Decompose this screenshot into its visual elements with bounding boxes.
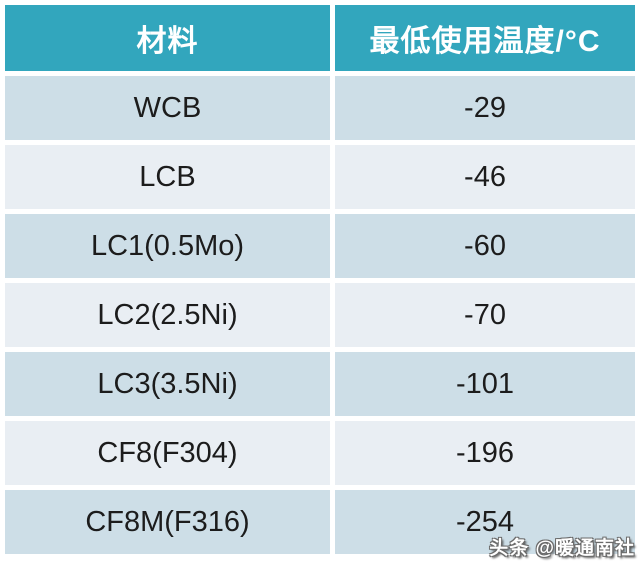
material-cell: LC2(2.5Ni) [5,283,330,347]
watermark: 头条 @暖通南社 [489,538,635,559]
column-header-material: 材料 [5,5,330,71]
material-cell: CF8M(F316) [5,490,330,554]
table-row: LC3(3.5Ni) -101 [5,352,635,416]
material-cell: LCB [5,145,330,209]
temp-cell: -101 [335,352,635,416]
material-cell: WCB [5,76,330,140]
table-row: LC2(2.5Ni) -70 [5,283,635,347]
table-row: WCB -29 [5,76,635,140]
temp-cell: -196 [335,421,635,485]
table-row: CF8(F304) -196 [5,421,635,485]
header-row: 材料 最低使用温度/°C [5,5,635,71]
temp-cell: -60 [335,214,635,278]
temp-cell: -254 [335,490,635,554]
table-row: CF8M(F316) -254 [5,490,635,554]
column-header-min-temp: 最低使用温度/°C [335,5,635,71]
table-row: LC1(0.5Mo) -60 [5,214,635,278]
temp-cell: -70 [335,283,635,347]
material-cell: LC1(0.5Mo) [5,214,330,278]
material-cell: CF8(F304) [5,421,330,485]
temp-cell: -46 [335,145,635,209]
temp-cell: -29 [335,76,635,140]
material-cell: LC3(3.5Ni) [5,352,330,416]
table-row: LCB -46 [5,145,635,209]
